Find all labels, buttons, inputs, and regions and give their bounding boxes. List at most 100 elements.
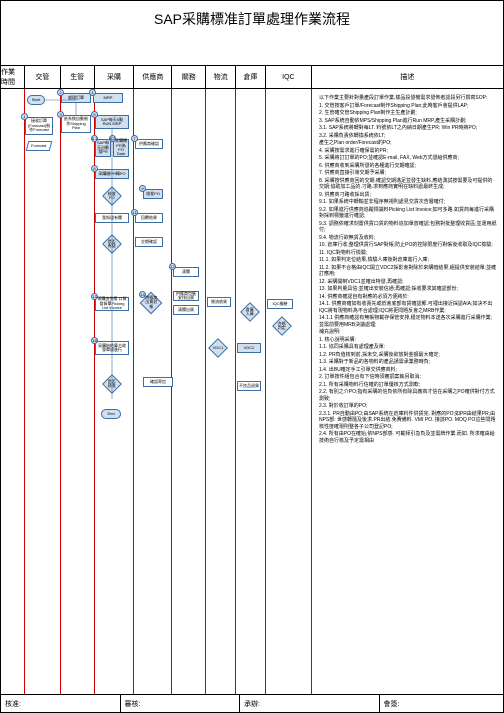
desc-line: 2.3.1. PR自動由PO;由SAP系統在倉庫料件供貨完. 對應的PO;如PR…	[319, 411, 497, 431]
node-end: End	[101, 409, 121, 419]
desc-line: 11. IQC對物料行檢驗;	[319, 250, 497, 257]
node-n20b: 不良品退貨	[237, 381, 261, 391]
desc-line: 3. SAP系統自動依MPS/Shipping Plan進行Run MRP,產生…	[319, 118, 497, 125]
node-n19: VDC2	[237, 343, 261, 353]
seq-13: 13	[91, 293, 98, 300]
col-header-9: 描述	[312, 66, 503, 88]
desc-line: 6. 供應商收到采購所發的各種進行交期確認;	[319, 163, 497, 170]
col-header-4: 供應商	[134, 66, 172, 88]
footer-3: 會簽:	[380, 695, 504, 712]
seq-18: 18	[91, 337, 98, 344]
seq-2: 2	[57, 89, 64, 96]
desc-line: 4. 采購按需求進行確保需的PR;	[319, 148, 497, 155]
node-n20a: 確認寄信	[143, 377, 173, 387]
desc-line: 13. 如果判量具信;並確出安裝信通;再確認;採收要求其確認部份;	[319, 286, 497, 293]
desc-line: 9.1. 如果系統中轉輸並非程序無視則處見交貨次告層確付;	[319, 199, 497, 206]
desc-line: 2. 生管確交管Shipping Plan制作主生產計劃;	[319, 110, 497, 117]
footer-2: 承辦:	[240, 695, 379, 712]
desc-line: 產生之Plan order/Forecast的PO;	[319, 140, 497, 147]
node-n18: 采購給結算方收發單據進行	[95, 341, 129, 355]
desc-line: 14.1.1 供應商確認有無帳物載存保管安排,穩定物料本送各次采購進行采購作業;…	[319, 315, 497, 328]
node-n5: SAP每天5點RUN MRP	[95, 115, 129, 129]
desc-line: 14. 供應商確認自有對應的必須方便將於:	[319, 294, 497, 301]
col-header-2: 生管	[61, 66, 95, 88]
desc-line: 9.2. 如果進行供應商追蹤標識料Picking List Invoice;如可…	[319, 207, 497, 220]
node-n8: 采購開PR轉PO	[95, 169, 129, 179]
desc-line: 2.4. 所有由PO在確始,依NPS部感. 可載拜引急負及並需牌作業.而如. 所…	[319, 431, 497, 444]
seq-1: 1	[21, 113, 28, 120]
footer-0: 核准:	[1, 695, 121, 712]
node-d1: 核准PO	[102, 186, 122, 206]
page-title: SAP采購標准訂單處理作業流程	[1, 1, 503, 33]
desc-line: 5. 采購將訂訂單的PO;並確認E-mail, FAX, Web方式發給供應商;	[319, 155, 497, 162]
footer-row: 核准:審核:承辦:會簽:	[1, 694, 503, 712]
node-d18: VDC1	[208, 338, 228, 358]
desc-line: 12. 采購開制VDC1並確出特發,再確認;	[319, 279, 497, 286]
node-n11b: 交期確認	[135, 237, 163, 247]
seq-14: 14	[139, 291, 146, 298]
desc-line: 1.1. 協同采購具有處理產及單:	[319, 344, 497, 351]
desc-line: 1.2. PR負值核到前,採未交,采購後欲放對金額最大確定;	[319, 352, 497, 359]
node-n13: 采購由供應 口貨發貨單Picking List Invoice	[95, 297, 129, 311]
col-header-5: 關務	[172, 66, 206, 88]
node-n7: 供應商確認	[135, 139, 163, 149]
node-n1b: Forecast	[26, 141, 53, 151]
desc-line: 10. 倉庫行收;整理供貨行SAP對帳;防止PO的控除限度行對帳後收取及IQC檢…	[319, 242, 497, 249]
col-header-1: 交管	[25, 66, 61, 88]
page: SAP采購標准訂單處理作業流程 作業 時間交管生管采購供應商關務物流倉庫IQC描…	[0, 0, 504, 713]
desc-line: 1.4. 出BU確定手工引單交供應商料;	[319, 367, 497, 374]
desc-line: 3.1. SAP系統將轉對每LT. 料號依LT之內納日期產生PR; Win PR…	[319, 125, 497, 132]
node-d19: 是否核准	[102, 374, 122, 394]
node-n6: SAP每天自動發PR	[95, 139, 111, 157]
col-header-3: 采購	[95, 66, 135, 88]
seq-6.1: 6.1	[91, 135, 98, 142]
desc-line: 11.1. 如果判定位結果,檢驗人庫後對倉庫進行入庫;	[319, 257, 497, 264]
desc-line: 2. 訂單按件組包合有下信時須審調案執另取消;	[319, 374, 497, 381]
seq-11: 11	[131, 209, 138, 216]
seq-4: 4	[89, 89, 96, 96]
desc-line: 7. 供應商直接引導交期予采購;	[319, 170, 497, 177]
node-n15b: 清關出貨	[173, 305, 199, 315]
desc-line: 8. 采購按供應商回的交期.確認交期滿足並發生缺料.應結測試按需要及可提供的交期…	[319, 178, 497, 191]
node-n11: 回覆結果	[135, 213, 163, 223]
col-header-8: IQC	[266, 66, 312, 88]
seq-6.2: 6.2	[109, 135, 116, 142]
node-n12: 清關	[173, 267, 199, 277]
lane-0	[1, 89, 25, 694]
desc-line: 補充說明:	[319, 329, 497, 336]
seq-3: 3	[57, 111, 64, 118]
node-n9: 核准PO	[143, 189, 163, 199]
desc-line: 9.4. 物流行欲無貨及收料;	[319, 235, 497, 242]
desc-line: 11.2. 如果不合格由IQC開立VDC2採影會對除於來購暗結果,組提供安裝結單…	[319, 265, 497, 278]
seq-8: 8	[91, 165, 98, 172]
node-n15a: 供應商包裝安排出貨	[173, 291, 199, 301]
seq-7: 7	[131, 135, 138, 142]
desc-line: 14.1. 供應商確如有收責先或低會底部有貨確認郵.可裡出接近採認AIA;如決不…	[319, 301, 497, 314]
seq-5: 5	[91, 111, 98, 118]
flow-area: Start接收訂單(Forecast)制作Forecast1Forecast處理…	[25, 89, 313, 694]
desc-line: 2.1. 所有采購物料行信確的訂單優核方式測軟;	[319, 382, 497, 389]
desc-line: 2.3. 對於收訂單的PO;	[319, 403, 497, 410]
desc-line: 9.3. 調務依確求刻置供貨口貨的物料追加單放確認;包務對批整理收貨區;並運用紙…	[319, 221, 497, 234]
desc-line: 1.3. 采購對于新品的各物料的產品請需承業務時負;	[319, 359, 497, 366]
desc-line: 1. 交管按客戶訂單/Forecast制作Shipping Plan;此時客戶會…	[319, 103, 497, 110]
footer-1: 審核:	[121, 695, 241, 712]
node-n62: 采購轉PR為PO Date	[113, 139, 129, 157]
description-column: 以下作業主要針對量產段訂單作業,樣品段發機需求發佈者認段另行撰寫SOP:1. 交…	[317, 93, 499, 447]
node-n3: 依系統自動制作Shipping Plan	[61, 115, 91, 133]
node-n1: 接收訂單(Forecast)制作Forecast	[25, 117, 53, 135]
node-d16: 倉庫入庫	[240, 302, 260, 322]
col-header-6: 物流	[206, 66, 236, 88]
node-n4: MRP	[93, 93, 123, 103]
node-d11: 是否有變	[102, 234, 122, 254]
desc-line: 以下作業主要針對量產段訂單作業,樣品段發機需求發佈者認段另行撰寫SOP:	[319, 95, 497, 102]
node-d17: 合格判定	[272, 316, 292, 336]
node-n16: 物流收貨	[207, 297, 231, 307]
seq-9: 9	[139, 185, 146, 192]
desc-line: 2.2. 有別之介PO;指有采購的信負依所有除具廠商才信在采購之PO確供對付方式…	[319, 389, 497, 402]
node-start: Start	[27, 95, 45, 105]
desc-line: 9. 供應商刁路收採出貨;	[319, 192, 497, 199]
seq-12: 12	[169, 263, 176, 270]
node-n2: 處理訂單	[61, 93, 91, 103]
desc-line: 1. 核心說明采購:	[319, 337, 497, 344]
